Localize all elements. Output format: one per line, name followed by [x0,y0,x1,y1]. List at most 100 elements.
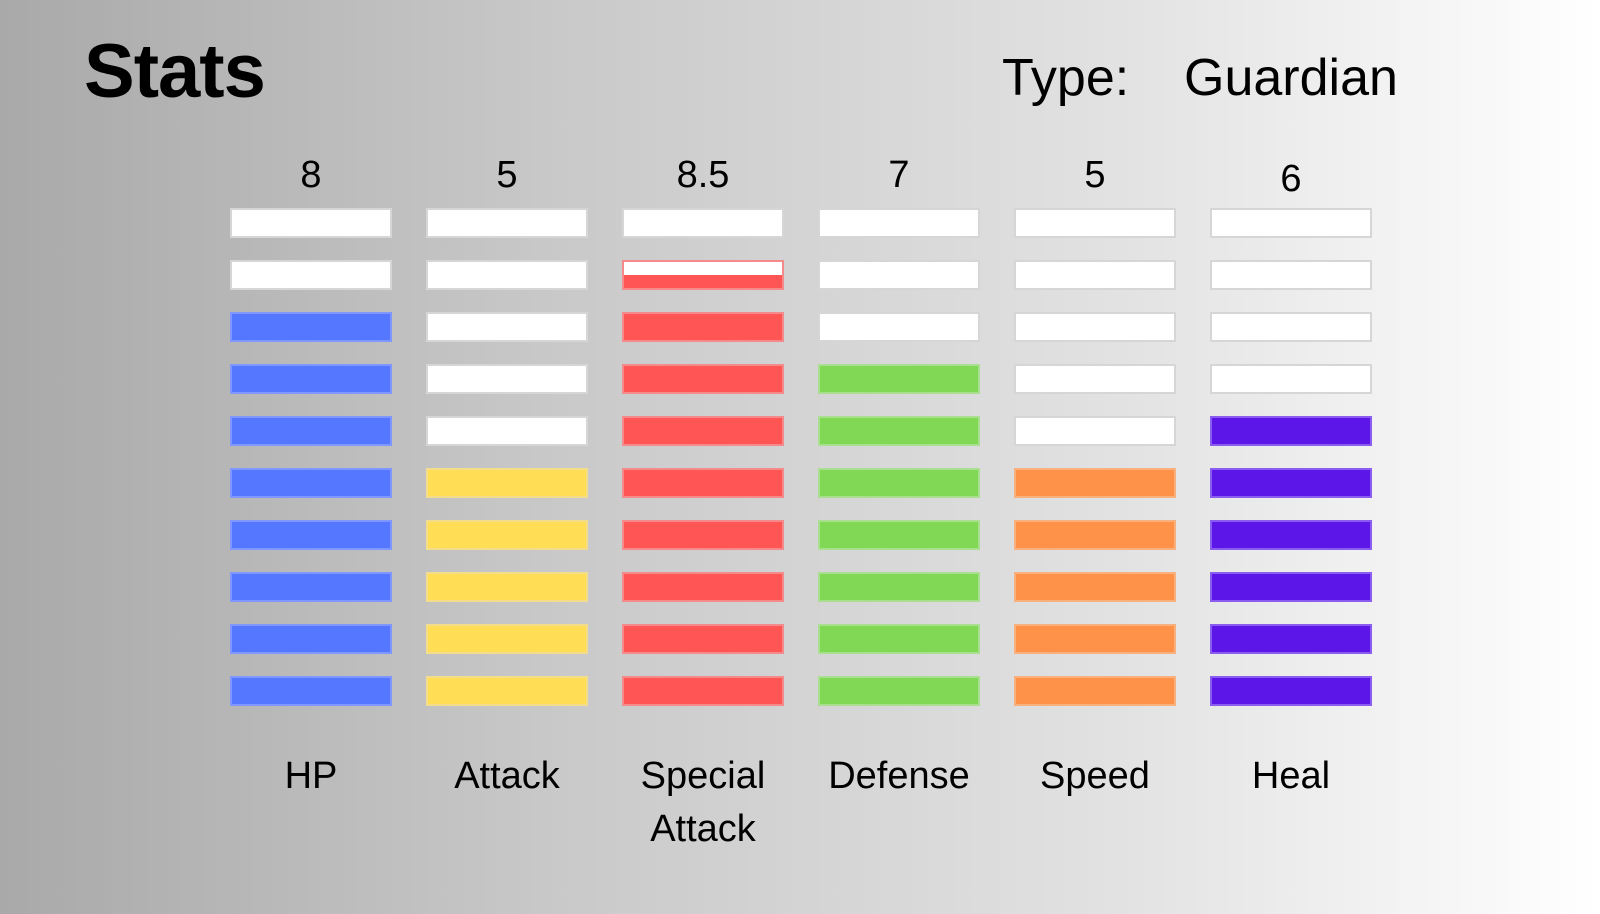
speed-bar-segment [1014,520,1176,550]
hp-bar-segment [230,364,392,394]
hp-bar-fill [232,470,390,496]
heal-bar-fill [1212,522,1370,548]
speed-label: Speed [1040,755,1150,797]
heal-bar-segment [1210,624,1372,654]
attack-bar-segment [426,572,588,602]
attack-bar-fill [428,522,586,548]
defense-bar-fill [820,366,978,392]
defense-bar-segment [818,572,980,602]
attack-bar-segment [426,312,588,342]
heal-bar-fill [1212,470,1370,496]
defense-bar-segment [818,208,980,238]
type-label: Type: [1002,49,1130,107]
attack-bar-segment [426,520,588,550]
hp-label: HP [284,755,338,797]
hp-bar-segment [230,520,392,550]
heal-bar-segment [1210,260,1372,290]
attack-bar-segment [426,676,588,706]
attack-bar-segment [426,624,588,654]
special-attack-bar-fill [624,418,782,444]
heal-bar-segment [1210,312,1372,342]
hp-bar-segment [230,260,392,290]
speed-bar-segment [1014,572,1176,602]
speed-bar-fill [1016,678,1174,704]
hp-bar-segment [230,208,392,238]
special-attack-bar-segment [622,312,784,342]
hp-bar-fill [232,418,390,444]
page-title: Stats [84,29,266,114]
defense-bar-fill [820,522,978,548]
hp-bar-fill [232,314,390,340]
speed-bar-segment [1014,676,1176,706]
special-attack-bar-fill [624,275,782,288]
speed-bar-segment [1014,468,1176,498]
speed-bar-fill [1016,522,1174,548]
special-attack-bar-segment [622,468,784,498]
special-attack-bar-segment [622,572,784,602]
attack-bar-fill [428,574,586,600]
hp-bar-segment [230,416,392,446]
heal-bar-segment [1210,468,1372,498]
defense-bar-segment [818,468,980,498]
hp-bar-segment [230,624,392,654]
special-attack-bar-segment [622,624,784,654]
attack-label: Attack [454,755,560,797]
defense-bar-fill [820,418,978,444]
defense-bar-segment [818,312,980,342]
hp-bar-segment [230,468,392,498]
hp-bar-fill [232,366,390,392]
heal-bar-segment [1210,572,1372,602]
special-attack-bar-segment [622,520,784,550]
speed-bar-segment [1014,208,1176,238]
hp-bar-fill [232,574,390,600]
heal-bar-segment [1210,676,1372,706]
special-attack-bar-fill [624,366,782,392]
special-attack-bar-fill [624,626,782,652]
heal-label: Heal [1251,755,1331,797]
attack-bar-fill [428,626,586,652]
speed-bar-fill [1016,470,1174,496]
special-attack-bar-fill [624,470,782,496]
attack-bar-fill [428,470,586,496]
heal-bar-fill [1212,626,1370,652]
heal-bar-fill [1212,418,1370,444]
speed-value: 5 [1084,154,1106,196]
hp-bar-segment [230,572,392,602]
defense-label: Defense [828,755,970,797]
heal-bar-fill [1212,574,1370,600]
attack-value: 5 [496,154,518,196]
heal-bar-segment [1210,520,1372,550]
special-attack-bar-fill [624,678,782,704]
defense-bar-segment [818,416,980,446]
hp-bar-segment [230,312,392,342]
defense-bar-segment [818,520,980,550]
speed-bar-segment [1014,624,1176,654]
special-attack-bar-segment [622,676,784,706]
hp-bar-fill [232,626,390,652]
attack-bar-segment [426,208,588,238]
special-attack-label: Special Attack [640,755,766,851]
speed-bar-fill [1016,574,1174,600]
defense-bar-fill [820,470,978,496]
special-attack-value: 8.5 [676,154,730,196]
speed-bar-segment [1014,260,1176,290]
special-attack-bar-fill [624,522,782,548]
special-attack-bar-fill [624,314,782,340]
defense-value: 7 [888,154,910,196]
defense-bar-segment [818,260,980,290]
special-attack-bar-segment [622,208,784,238]
defense-bar-fill [820,626,978,652]
type-value: Guardian [1184,49,1398,107]
heal-value: 6 [1280,158,1302,200]
speed-bar-segment [1014,364,1176,394]
hp-bar-fill [232,678,390,704]
defense-bar-fill [820,574,978,600]
speed-bar-segment [1014,312,1176,342]
hp-bar-segment [230,676,392,706]
special-attack-bar-segment [622,416,784,446]
attack-bar-segment [426,416,588,446]
attack-bar-segment [426,468,588,498]
special-attack-bar-fill [624,574,782,600]
attack-bar-fill [428,678,586,704]
defense-bar-segment [818,624,980,654]
